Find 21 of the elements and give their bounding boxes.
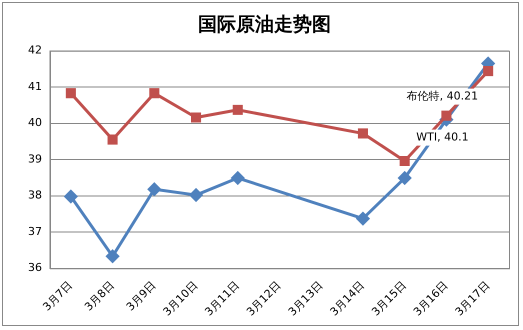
x-tick-label: 3月13日: [286, 278, 326, 318]
annotation: 布伦特, 40.21: [406, 90, 478, 103]
y-tick-label: 36: [28, 261, 42, 274]
x-tick-label: 3月7日: [40, 278, 76, 314]
x-tick-label: 3月16日: [410, 278, 451, 318]
y-tick-label: 39: [28, 152, 42, 166]
y-tick-label: 38: [28, 188, 42, 202]
x-tick-label: 3月11日: [202, 278, 242, 318]
y-tick-label: 42: [28, 44, 42, 57]
y-tick-label: 40: [28, 116, 42, 130]
y-tick-label: 37: [28, 224, 42, 238]
x-tick-label: 3月8日: [82, 278, 117, 314]
x-tick-label: 3月17日: [452, 278, 492, 318]
annotation: WTI, 40.1: [416, 130, 469, 144]
chart-title: 国际原油走势图: [198, 13, 331, 36]
x-tick-label: 3月14日: [328, 278, 368, 318]
x-tick-label: 3月15日: [369, 278, 409, 318]
x-tick-label: 3月10日: [160, 278, 200, 318]
y-tick-label: 41: [28, 80, 42, 93]
x-tick-label: 3月12日: [244, 278, 284, 318]
x-tick-label: 3月9日: [124, 278, 158, 314]
